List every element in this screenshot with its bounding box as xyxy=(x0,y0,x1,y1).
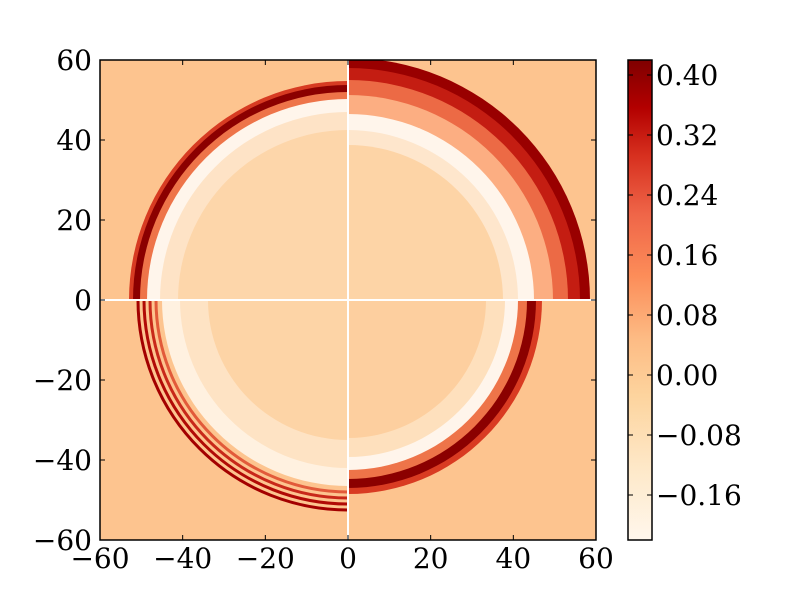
x-tick-label: 0 xyxy=(339,542,357,575)
y-axis: −60 −40 −20 0 20 40 60 xyxy=(33,44,596,557)
colorbar-fill xyxy=(628,60,652,540)
colorbar-ticks: 0.40 0.32 0.24 0.16 0.08 0.00 −0.08 −0.16 xyxy=(628,59,742,512)
qll-inner xyxy=(208,300,348,440)
qur-inner xyxy=(348,145,503,300)
x-axis: −60 −40 −20 0 20 40 60 xyxy=(70,60,614,575)
quadrant-lower-right xyxy=(348,300,542,494)
x-tick-label: 20 xyxy=(413,542,449,575)
y-tick-label: 20 xyxy=(56,204,92,237)
colorbar-tick-label: 0.24 xyxy=(656,179,718,212)
quadrant-upper-left xyxy=(129,81,348,300)
x-tick-label: 40 xyxy=(496,542,532,575)
qlr-inner xyxy=(348,300,486,438)
colorbar-tick-label: 0.08 xyxy=(656,299,718,332)
quadrant-lower-left xyxy=(136,300,348,512)
colorbar-tick-label: −0.16 xyxy=(656,479,742,512)
colorbar-tick-label: 0.40 xyxy=(656,59,718,92)
y-tick-label: 60 xyxy=(56,44,92,77)
y-tick-label: −20 xyxy=(33,364,92,397)
colorbar: 0.40 0.32 0.24 0.16 0.08 0.00 −0.08 −0.16 xyxy=(627,59,742,541)
x-tick-label: −60 xyxy=(70,542,129,575)
colorbar-tick-label: 0.32 xyxy=(656,119,718,152)
colorbar-frame xyxy=(627,59,653,541)
quadrant-upper-right xyxy=(348,60,590,300)
plot-area xyxy=(99,59,597,541)
colorbar-tick-label: 0.00 xyxy=(656,359,718,392)
y-tick-label: 0 xyxy=(74,284,92,317)
colorbar-tick-label: −0.08 xyxy=(656,419,742,452)
colorbar-tick-label: 0.16 xyxy=(656,239,718,272)
y-tick-label: 40 xyxy=(56,124,92,157)
x-tick-label: −40 xyxy=(153,542,212,575)
x-tick-label: 60 xyxy=(578,542,614,575)
y-tick-label: −40 xyxy=(33,444,92,477)
y-tick-label: −60 xyxy=(33,524,92,557)
x-tick-label: −20 xyxy=(236,542,295,575)
qul-inner xyxy=(178,130,348,300)
